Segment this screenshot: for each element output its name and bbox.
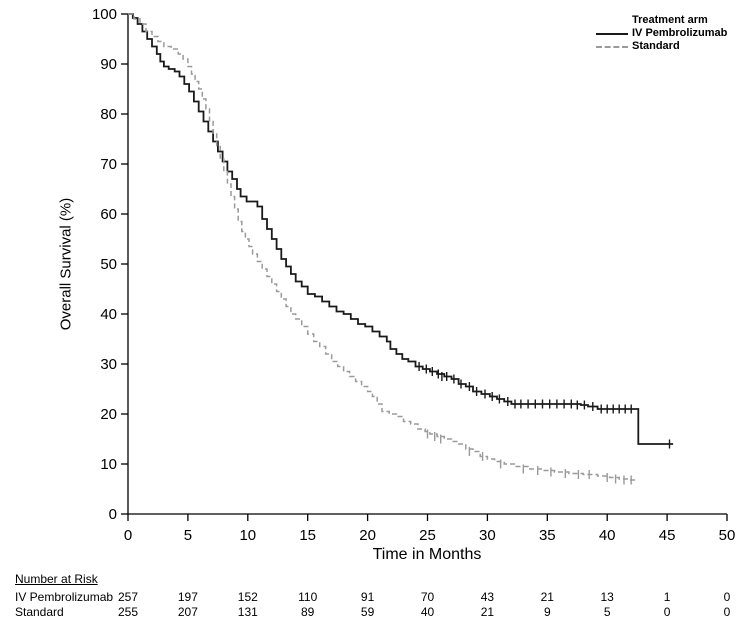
y-tick-label: 50 — [100, 256, 117, 273]
legend-item-standard: Standard — [596, 40, 727, 53]
x-tick-label: 5 — [184, 527, 192, 544]
x-tick-label: 25 — [419, 527, 436, 544]
y-tick-label: 80 — [100, 106, 117, 123]
risk-count: 131 — [237, 605, 258, 619]
y-tick-label: 100 — [92, 6, 117, 23]
risk-count: 21 — [480, 605, 495, 619]
legend-title: Treatment arm — [632, 14, 708, 26]
risk-count: 110 — [298, 590, 318, 604]
y-tick-label: 40 — [100, 306, 117, 323]
risk-count: 13 — [600, 590, 614, 604]
y-tick-label: 10 — [100, 456, 117, 473]
y-axis-title: Overall Survival (%) — [57, 197, 75, 331]
risk-count: 197 — [177, 590, 198, 604]
legend-item-pembrolizumab: IV Pembrolizumab — [596, 27, 727, 40]
legend-label-standard: Standard — [632, 40, 680, 52]
x-tick-label: 20 — [359, 527, 376, 544]
legend: Treatment arm IV Pembrolizumab Standard — [596, 14, 727, 53]
x-tick-label: 45 — [659, 527, 676, 544]
x-tick-label: 40 — [599, 527, 616, 544]
risk-row-label: IV Pembrolizumab — [15, 590, 114, 604]
x-tick-label: 35 — [539, 527, 556, 544]
risk-count: 43 — [480, 590, 495, 604]
risk-count: 21 — [540, 590, 554, 604]
risk-count: 152 — [237, 590, 258, 604]
y-tick-label: 30 — [100, 356, 117, 373]
x-tick-label: 0 — [124, 527, 132, 544]
risk-count: 5 — [603, 605, 611, 619]
risk-count: 9 — [543, 605, 551, 619]
solid-line-sample — [596, 32, 628, 35]
x-tick-label: 50 — [719, 527, 736, 544]
risk-count: 70 — [420, 590, 435, 604]
risk-row-pembrolizumab: IV Pembrolizumab 257 197 152 110 91 70 43 21 13 1… — [0, 590, 744, 604]
x-tick-label: 15 — [299, 527, 316, 544]
risk-count: 91 — [360, 590, 375, 604]
dashed-line-sample — [596, 45, 628, 48]
survival-curve-standard — [128, 13, 638, 481]
y-tick-label: 70 — [100, 156, 117, 173]
risk-count: 59 — [360, 605, 375, 619]
legend-label-pembrolizumab: IV Pembrolizumab — [632, 27, 728, 39]
x-tick-label: 10 — [239, 527, 256, 544]
x-axis-title: Time in Months — [372, 546, 482, 563]
risk-count: 257 — [117, 590, 139, 604]
risk-count: 0 — [723, 590, 731, 604]
risk-count: 40 — [420, 605, 435, 619]
km-plot: 0 10 20 30 40 50 60 70 80 90 100 0 5 10 15 20 25 30 35 40 45… — [92, 6, 736, 544]
y-tick-label: 0 — [109, 506, 117, 523]
survival-curve-pembrolizumab — [128, 13, 674, 445]
risk-count: 0 — [723, 605, 731, 619]
risk-row-label: Standard — [15, 605, 64, 619]
risk-count: 89 — [301, 605, 315, 619]
y-tick-label: 90 — [100, 56, 117, 73]
risk-row-standard: Standard 255 207 131 89 59 40 21 9 5 0 0 — [0, 605, 744, 619]
risk-table-header: Number at Risk — [15, 572, 98, 586]
risk-count: 255 — [117, 605, 139, 619]
y-tick-label: 60 — [100, 206, 117, 223]
risk-count: 207 — [177, 605, 198, 619]
x-tick-label: 30 — [479, 527, 496, 544]
risk-count: 0 — [663, 605, 671, 619]
risk-count: 1 — [663, 590, 671, 604]
y-tick-label: 20 — [100, 406, 117, 423]
